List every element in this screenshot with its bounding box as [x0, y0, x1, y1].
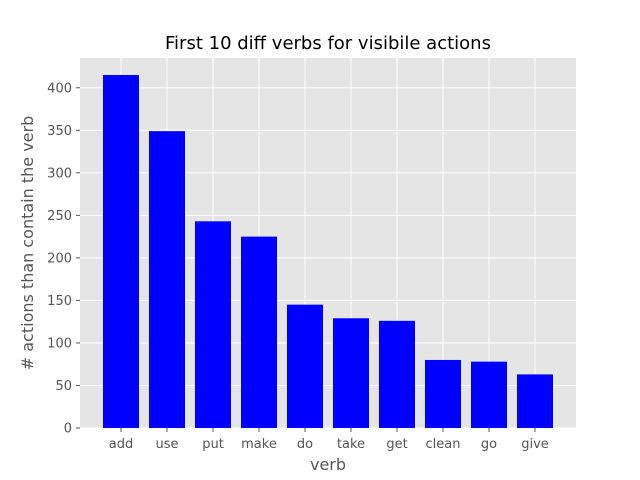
- bar-put: [195, 221, 231, 428]
- bar-clean: [425, 359, 461, 428]
- bar-use: [149, 131, 185, 429]
- x-tick-label-give: give: [521, 437, 549, 452]
- y-tick-label: 300: [47, 166, 72, 181]
- y-tick-label: 100: [47, 336, 72, 351]
- x-tick-label-go: go: [481, 437, 497, 452]
- bar-make: [241, 236, 277, 428]
- x-tick-label-add: add: [109, 437, 133, 452]
- y-tick-label: 400: [47, 81, 72, 96]
- x-tick-label-clean: clean: [426, 437, 461, 452]
- y-tick-label: 0: [64, 422, 72, 437]
- bar-take: [333, 318, 369, 428]
- x-tick-labels: add use put make do take get clean go give: [109, 428, 549, 452]
- y-tick-label: 50: [55, 379, 72, 394]
- x-tick-label-get: get: [386, 437, 407, 452]
- chart-title: First 10 diff verbs for visibile actions: [165, 33, 491, 54]
- bars: [103, 75, 553, 429]
- y-tick-labels: 0 50 100 150 200 250 300 350 400: [47, 81, 80, 437]
- bar-do: [287, 304, 323, 428]
- y-tick-label: 250: [47, 209, 72, 224]
- y-axis-label: # actions than contain the verb: [18, 116, 37, 370]
- x-tick-label-make: make: [241, 437, 277, 452]
- x-tick-label-put: put: [202, 437, 224, 452]
- x-axis-label: verb: [310, 455, 346, 474]
- bar-get: [379, 320, 415, 428]
- bar-add: [103, 75, 139, 428]
- x-tick-label-take: take: [337, 437, 365, 452]
- y-tick-label: 350: [47, 124, 72, 139]
- bar-give: [517, 374, 553, 428]
- x-tick-label-do: do: [297, 437, 313, 452]
- x-tick-label-use: use: [155, 437, 178, 452]
- y-tick-label: 200: [47, 251, 72, 266]
- bar-go: [471, 361, 507, 428]
- y-tick-label: 150: [47, 294, 72, 309]
